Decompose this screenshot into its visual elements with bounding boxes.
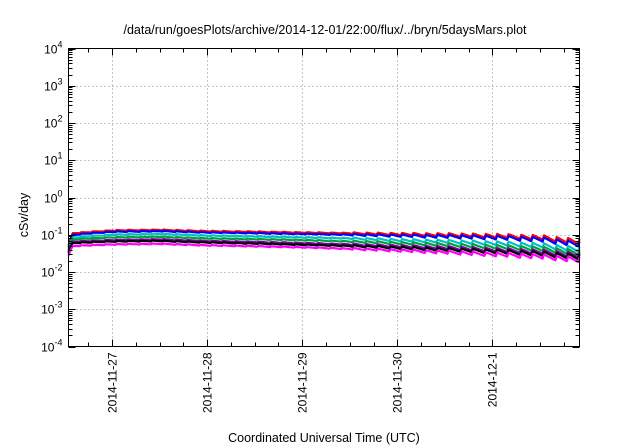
- y-tick-label: 104: [44, 40, 62, 57]
- plot-frame: [68, 48, 580, 347]
- series-lines: [67, 228, 581, 264]
- x-tick-label: 2014-11-29: [296, 352, 310, 413]
- y-tick-label: 101: [44, 151, 62, 168]
- y-axis-label: cSv/day: [17, 192, 31, 237]
- series-line: [67, 228, 581, 246]
- x-tick-label: 2014-12-1: [486, 352, 500, 407]
- y-tick-label: 10-2: [41, 263, 62, 280]
- series-line: [67, 229, 581, 248]
- y-tick-label: 100: [44, 189, 62, 206]
- series-line: [67, 238, 581, 259]
- y-tick-label: 102: [44, 114, 62, 131]
- series-line: [67, 232, 581, 253]
- y-tick-label: 103: [44, 77, 62, 94]
- y-tick-label: 10-4: [41, 338, 62, 355]
- x-tick-label: 2014-11-27: [106, 352, 120, 413]
- y-axis: 10-4 10-3 10-2 10-1 100 101 102 103 104: [41, 40, 580, 355]
- chart-title: /data/run/goesPlots/archive/2014-12-01/2…: [123, 23, 527, 37]
- x-tick-label: 2014-11-30: [391, 352, 405, 413]
- series-line: [67, 239, 581, 261]
- grid: [68, 48, 580, 347]
- x-axis-label: Coordinated Universal Time (UTC): [228, 431, 420, 445]
- y-tick-label: 10-1: [41, 226, 62, 243]
- series-line: [67, 235, 581, 256]
- x-axis: 2014-11-27 2014-11-28 2014-11-29 2014-11-30…: [88, 48, 565, 413]
- y-tick-label: 10-3: [41, 300, 62, 317]
- x-tick-label: 2014-11-28: [201, 352, 215, 413]
- series-line: [67, 242, 581, 264]
